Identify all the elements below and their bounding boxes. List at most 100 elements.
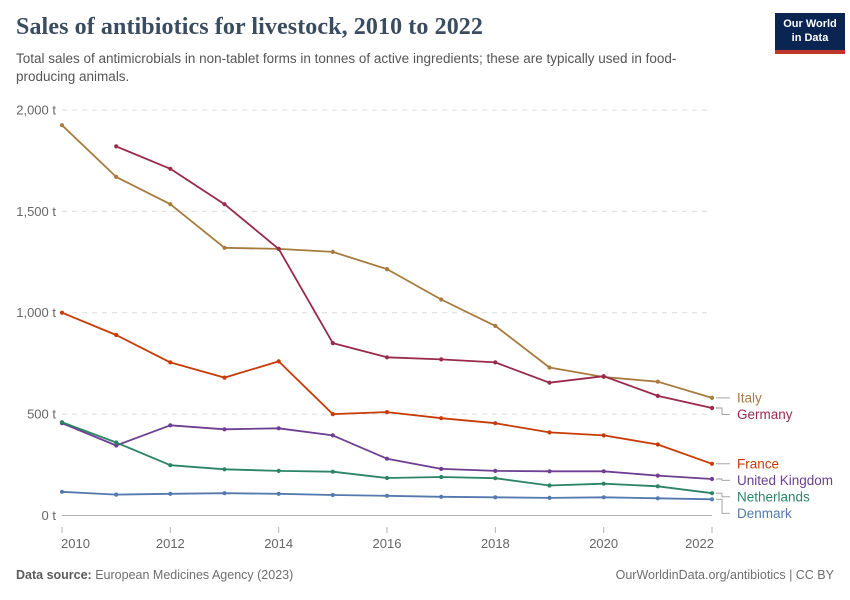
series-end-label-netherlands[interactable]: Netherlands: [737, 489, 810, 504]
data-point[interactable]: [168, 166, 173, 171]
series-line-united-kingdom[interactable]: [61, 422, 713, 480]
data-point[interactable]: [330, 492, 335, 498]
data-point[interactable]: [330, 469, 335, 474]
series-end-label-denmark[interactable]: Denmark: [737, 506, 792, 521]
data-point[interactable]: [493, 360, 498, 365]
data-point[interactable]: [547, 365, 552, 370]
data-point[interactable]: [114, 443, 119, 448]
data-point[interactable]: [439, 494, 444, 499]
data-point[interactable]: [655, 484, 660, 489]
data-point[interactable]: [439, 466, 444, 471]
data-point[interactable]: [547, 380, 552, 385]
data-point[interactable]: [276, 468, 281, 473]
owid-logo-line2: in Data: [791, 31, 829, 44]
data-point[interactable]: [439, 474, 444, 480]
data-point[interactable]: [384, 410, 390, 415]
data-point[interactable]: [330, 412, 335, 417]
data-point[interactable]: [655, 379, 660, 384]
data-point[interactable]: [709, 395, 715, 400]
data-point[interactable]: [547, 430, 552, 435]
data-point[interactable]: [493, 495, 498, 500]
data-point[interactable]: [59, 123, 65, 128]
data-point[interactable]: [655, 442, 660, 447]
data-point[interactable]: [168, 423, 173, 428]
data-source-value: European Medicines Agency (2023): [95, 568, 294, 582]
series-line-france[interactable]: [61, 311, 713, 465]
data-point[interactable]: [709, 476, 715, 482]
series-line-germany[interactable]: [115, 145, 713, 409]
data-point[interactable]: [168, 463, 173, 468]
data-point[interactable]: [493, 468, 498, 473]
chart-header: Sales of antibiotics for livestock, 2010…: [16, 14, 834, 86]
data-point[interactable]: [439, 416, 444, 421]
data-point[interactable]: [655, 473, 660, 478]
x-axis-tick-label: 2022: [685, 536, 714, 551]
data-point[interactable]: [59, 310, 65, 315]
data-point[interactable]: [114, 144, 119, 149]
data-point[interactable]: [222, 467, 227, 472]
data-point[interactable]: [114, 174, 119, 179]
owid-logo[interactable]: Our World in Data: [775, 13, 845, 54]
data-point[interactable]: [709, 461, 715, 466]
footer-attribution: OurWorldinData.org/antibiotics | CC BY: [616, 568, 834, 582]
data-point[interactable]: [709, 491, 715, 496]
data-point[interactable]: [655, 496, 660, 501]
x-axis-tick-label: 2016: [373, 536, 402, 551]
series-end-label-italy[interactable]: Italy: [737, 390, 762, 405]
data-point[interactable]: [601, 481, 606, 486]
owid-logo-text: Our World in Data: [775, 13, 845, 50]
data-point[interactable]: [547, 469, 552, 474]
data-point[interactable]: [493, 476, 498, 481]
data-point[interactable]: [222, 427, 227, 432]
data-point[interactable]: [168, 491, 173, 496]
data-point[interactable]: [114, 492, 119, 497]
label-connector: [716, 478, 730, 481]
data-point[interactable]: [384, 456, 390, 461]
series-end-label-united-kingdom[interactable]: United Kingdom: [737, 473, 833, 488]
data-point[interactable]: [384, 475, 390, 481]
x-axis-tick-label: 2010: [61, 536, 90, 551]
data-point[interactable]: [439, 297, 444, 302]
x-axis-tick-label: 2020: [589, 536, 618, 551]
data-point[interactable]: [114, 332, 119, 338]
data-point[interactable]: [547, 495, 552, 500]
label-connector: [716, 407, 730, 415]
data-point[interactable]: [276, 491, 281, 496]
data-point[interactable]: [709, 405, 715, 411]
data-point[interactable]: [222, 245, 227, 250]
data-point[interactable]: [114, 440, 119, 445]
owid-logo-red-bar: [775, 49, 845, 54]
data-point[interactable]: [493, 421, 498, 426]
series-end-label-germany[interactable]: Germany: [737, 407, 793, 422]
line-chart-plot-area: 0 t 500 t 1,000 t 1,500 t 2,000 t 2010 2012 201…: [0, 98, 850, 570]
data-point[interactable]: [59, 420, 65, 425]
data-point[interactable]: [168, 202, 173, 207]
data-point[interactable]: [601, 374, 606, 379]
data-point[interactable]: [601, 469, 606, 474]
data-point[interactable]: [384, 355, 390, 360]
data-point[interactable]: [493, 323, 498, 328]
data-point[interactable]: [601, 495, 606, 500]
data-point[interactable]: [709, 497, 715, 502]
data-point[interactable]: [439, 357, 444, 362]
data-point[interactable]: [547, 483, 552, 488]
data-point[interactable]: [384, 493, 390, 498]
data-point[interactable]: [330, 341, 335, 346]
data-point[interactable]: [655, 393, 660, 398]
data-point[interactable]: [276, 359, 281, 364]
data-point[interactable]: [222, 375, 227, 380]
series-end-label-france[interactable]: France: [737, 456, 779, 471]
data-point[interactable]: [276, 246, 281, 251]
data-point[interactable]: [276, 426, 281, 431]
data-point[interactable]: [601, 433, 606, 438]
data-point[interactable]: [330, 249, 335, 254]
data-point[interactable]: [384, 267, 390, 272]
data-point[interactable]: [168, 360, 173, 365]
data-point[interactable]: [222, 202, 227, 207]
data-point[interactable]: [222, 491, 227, 496]
x-axis-tick-label: 2012: [156, 536, 185, 551]
owid-url-link[interactable]: OurWorldinData.org/antibiotics | CC BY: [615, 568, 834, 582]
data-point[interactable]: [330, 433, 335, 438]
data-point[interactable]: [59, 489, 65, 494]
